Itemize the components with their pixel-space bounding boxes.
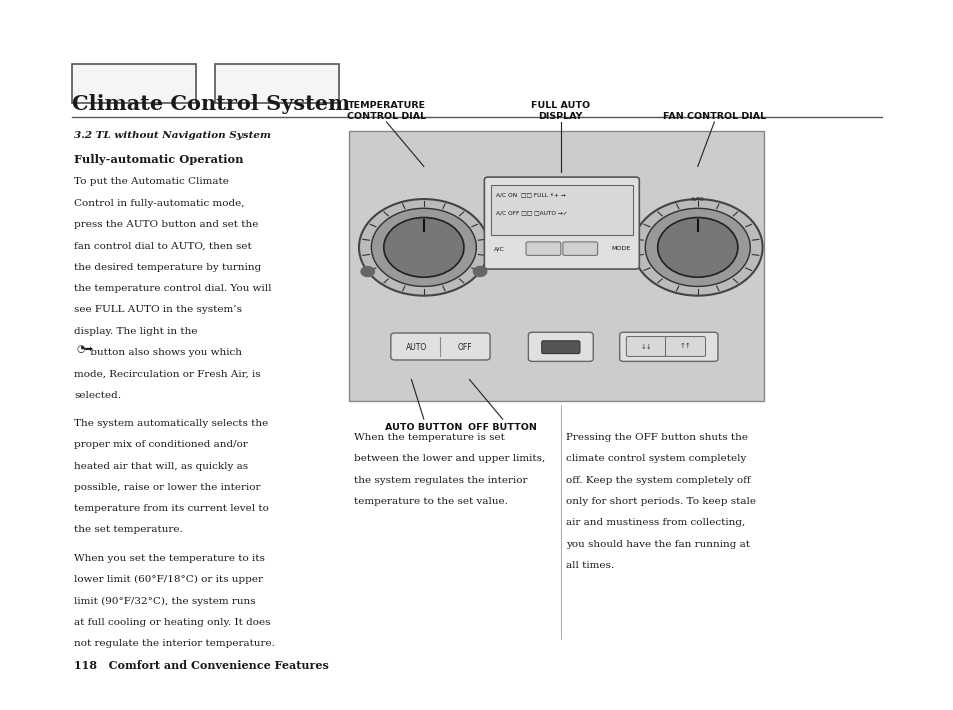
Text: only for short periods. To keep stale: only for short periods. To keep stale (566, 497, 756, 506)
Text: AUTO: AUTO (690, 197, 704, 202)
FancyBboxPatch shape (562, 242, 597, 256)
Text: FAN CONTROL DIAL: FAN CONTROL DIAL (662, 111, 765, 121)
Text: ↑↑: ↑↑ (679, 344, 691, 349)
Circle shape (371, 208, 476, 286)
Text: air and mustiness from collecting,: air and mustiness from collecting, (566, 518, 744, 528)
FancyBboxPatch shape (391, 333, 490, 360)
Circle shape (383, 217, 463, 277)
Text: button also shows you which: button also shows you which (74, 348, 242, 357)
FancyBboxPatch shape (541, 341, 579, 354)
Text: OFF: OFF (457, 343, 472, 351)
Text: temperature to the set value.: temperature to the set value. (354, 497, 507, 506)
Text: the desired temperature by turning: the desired temperature by turning (74, 263, 261, 272)
Text: When the temperature is set: When the temperature is set (354, 433, 504, 442)
Text: When you set the temperature to its: When you set the temperature to its (74, 554, 265, 563)
Text: To put the Automatic Climate: To put the Automatic Climate (74, 178, 229, 187)
Text: press the AUTO button and set the: press the AUTO button and set the (74, 220, 258, 229)
Circle shape (358, 199, 488, 295)
Text: see FULL AUTO in the system’s: see FULL AUTO in the system’s (74, 305, 242, 315)
FancyBboxPatch shape (214, 64, 338, 103)
Text: Control in fully-automatic mode,: Control in fully-automatic mode, (74, 199, 245, 208)
Circle shape (632, 199, 761, 295)
Text: between the lower and upper limits,: between the lower and upper limits, (354, 454, 544, 464)
Text: temperature from its current level to: temperature from its current level to (74, 504, 269, 513)
Text: Pressing the OFF button shuts the: Pressing the OFF button shuts the (566, 433, 747, 442)
Text: Fully-automatic Operation: Fully-automatic Operation (74, 154, 244, 165)
Text: A/C OFF □□ □AUTO →✓: A/C OFF □□ □AUTO →✓ (496, 210, 567, 215)
Text: you should have the fan running at: you should have the fan running at (566, 540, 749, 549)
Text: mode, Recirculation or Fresh Air, is: mode, Recirculation or Fresh Air, is (74, 369, 261, 378)
Text: not regulate the interior temperature.: not regulate the interior temperature. (74, 639, 275, 648)
Text: AUTO: AUTO (406, 343, 427, 351)
Text: AUTO BUTTON: AUTO BUTTON (385, 422, 462, 432)
FancyBboxPatch shape (665, 337, 705, 356)
Text: limit (90°F/32°C), the system runs: limit (90°F/32°C), the system runs (74, 596, 255, 606)
Text: all times.: all times. (566, 561, 614, 570)
FancyBboxPatch shape (71, 64, 195, 103)
Circle shape (657, 217, 737, 277)
Text: fan control dial to AUTO, then set: fan control dial to AUTO, then set (74, 241, 252, 251)
Circle shape (473, 266, 486, 276)
Text: A/C ON  □□ FULL ⚡+ →: A/C ON □□ FULL ⚡+ → (496, 193, 565, 198)
Text: possible, raise or lower the interior: possible, raise or lower the interior (74, 483, 260, 492)
Text: ◔➡: ◔➡ (76, 344, 92, 354)
Text: heated air that will, as quickly as: heated air that will, as quickly as (74, 462, 249, 471)
Text: off. Keep the system completely off: off. Keep the system completely off (566, 476, 750, 485)
FancyBboxPatch shape (484, 177, 639, 269)
Text: TEMPERATURE
CONTROL DIAL: TEMPERATURE CONTROL DIAL (347, 101, 426, 121)
Circle shape (644, 208, 749, 286)
Text: Climate Control System: Climate Control System (71, 94, 350, 114)
FancyBboxPatch shape (619, 332, 718, 361)
FancyBboxPatch shape (525, 242, 560, 256)
Text: A/C: A/C (494, 246, 504, 251)
FancyBboxPatch shape (626, 337, 666, 356)
Text: the temperature control dial. You will: the temperature control dial. You will (74, 284, 272, 293)
Text: at full cooling or heating only. It does: at full cooling or heating only. It does (74, 618, 271, 627)
Text: 118   Comfort and Convenience Features: 118 Comfort and Convenience Features (74, 660, 329, 671)
Text: the system regulates the interior: the system regulates the interior (354, 476, 527, 485)
FancyBboxPatch shape (349, 131, 763, 401)
Text: MODE: MODE (611, 246, 630, 251)
Text: the set temperature.: the set temperature. (74, 525, 183, 535)
Text: display. The light in the: display. The light in the (74, 327, 197, 336)
Text: selected.: selected. (74, 391, 121, 400)
Text: proper mix of conditioned and/or: proper mix of conditioned and/or (74, 440, 248, 449)
Text: The system automatically selects the: The system automatically selects the (74, 419, 269, 428)
Circle shape (360, 266, 374, 276)
Text: FULL AUTO
DISPLAY: FULL AUTO DISPLAY (531, 101, 590, 121)
Text: climate control system completely: climate control system completely (566, 454, 746, 464)
Text: 3.2 TL without Navigation System: 3.2 TL without Navigation System (74, 131, 271, 141)
Text: lower limit (60°F/18°C) or its upper: lower limit (60°F/18°C) or its upper (74, 575, 263, 584)
FancyBboxPatch shape (528, 332, 593, 361)
FancyBboxPatch shape (491, 185, 632, 235)
Text: ↓↓: ↓↓ (639, 344, 652, 349)
Text: OFF BUTTON: OFF BUTTON (468, 422, 537, 432)
